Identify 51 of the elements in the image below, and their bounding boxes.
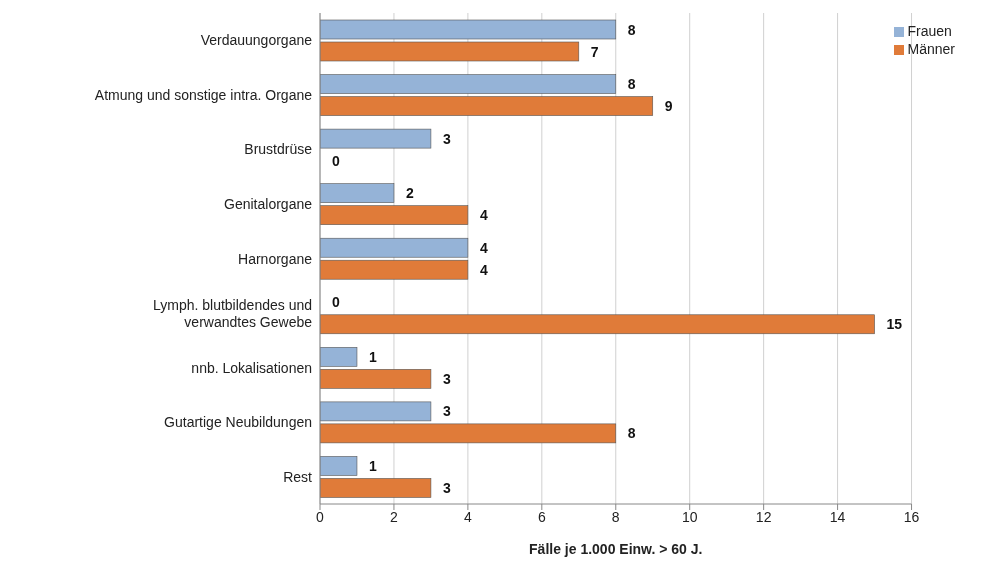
y-tick-label: Rest: [283, 468, 313, 485]
y-tick-label: Verdauungorgane: [200, 32, 313, 49]
data-label: 2: [405, 185, 414, 202]
legend-label: Frauen: [907, 23, 952, 39]
y-tick-label: Genitalorgane: [224, 195, 313, 212]
y-tick-label: Lymph. blutbildendes und verwandtes Gewebe: [152, 296, 313, 330]
bar: [320, 205, 469, 225]
y-tick-label: nnb. Lokalisationen: [191, 359, 312, 376]
x-axis-title: Fälle je 1.000 Einw. > 60 J.: [529, 541, 703, 557]
data-label: 8: [627, 21, 636, 38]
data-label: 9: [664, 98, 673, 115]
bar: [320, 183, 395, 203]
data-label: 1: [368, 457, 377, 474]
x-tick-label: 10: [681, 508, 698, 525]
data-label: 3: [442, 370, 451, 387]
data-label: 8: [627, 425, 636, 442]
data-label: 3: [442, 403, 451, 420]
data-label: 0: [332, 294, 340, 311]
x-tick-label: 4: [463, 508, 472, 525]
bar: [320, 96, 654, 116]
data-label: 0: [332, 152, 340, 169]
bar: [320, 369, 432, 389]
data-label: 3: [442, 479, 451, 496]
bar: [320, 347, 358, 367]
bar: [320, 478, 432, 498]
data-label: 1: [368, 348, 377, 365]
bar: [320, 237, 469, 258]
y-tick-label: Gutartige Neubildungen: [164, 414, 312, 431]
x-tick-label: 8: [611, 508, 620, 525]
legend-label: Männer: [907, 41, 955, 57]
data-label: 4: [479, 261, 488, 278]
bar: [320, 314, 875, 335]
y-tick-label: Harnorgane: [238, 250, 313, 267]
x-tick-label: 14: [829, 508, 846, 525]
data-label: 8: [627, 76, 636, 93]
x-tick-label: 0: [316, 508, 325, 525]
data-label: 3: [442, 130, 451, 147]
data-label: 7: [590, 43, 599, 60]
data-label: 4: [479, 207, 488, 224]
bar: [320, 259, 469, 280]
y-tick-label: Brustdrüse: [244, 141, 313, 158]
bar: [320, 74, 617, 94]
data-label: 15: [886, 316, 903, 333]
bar: [320, 456, 358, 476]
y-tick-label: Atmung und sonstige intra. Organe: [94, 86, 313, 103]
bar: [320, 128, 432, 149]
x-tick-label: 6: [537, 508, 546, 525]
x-tick-label: 12: [755, 508, 772, 525]
data-label: 4: [479, 239, 488, 256]
x-tick-label: 16: [903, 508, 920, 525]
x-tick-label: 2: [390, 508, 399, 525]
